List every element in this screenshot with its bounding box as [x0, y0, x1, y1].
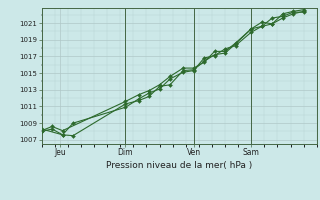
X-axis label: Pression niveau de la mer( hPa ): Pression niveau de la mer( hPa )	[106, 161, 252, 170]
